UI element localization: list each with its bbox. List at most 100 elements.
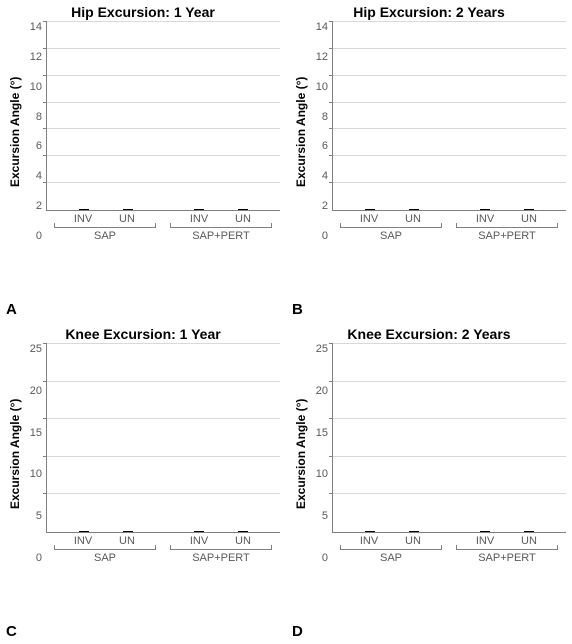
bar-label: INV <box>350 535 388 547</box>
chart-area: Excursion Angle (°) 2520151050 INVUNINVU… <box>6 344 280 564</box>
error-cap <box>123 531 133 532</box>
bar-label: UN <box>394 535 432 547</box>
error-cap <box>480 209 490 210</box>
bar-label: INV <box>180 535 218 547</box>
bar-label: INV <box>466 535 504 547</box>
supergroup-label: SAP <box>340 549 442 564</box>
bar-label: UN <box>224 535 262 547</box>
x-bar-labels: INVUNINVUN <box>46 211 280 225</box>
y-tick-label: 5 <box>322 511 328 522</box>
y-tick-label: 4 <box>322 171 328 182</box>
bars-container <box>47 22 280 210</box>
error-cap <box>79 531 89 532</box>
group-gap <box>444 547 454 564</box>
x-label-group: INV UN <box>454 213 560 225</box>
plot-wrap: INV UN INV UN SAPSAP+PERT <box>332 22 566 242</box>
y-tick-label: 0 <box>322 553 328 564</box>
bar-label: UN <box>510 535 548 547</box>
group-gap <box>158 213 168 225</box>
panel-D: Knee Excursion: 2 Years Excursion Angle … <box>286 322 572 644</box>
plot-wrap: INV UN INV UN SAPSAP+PERT <box>332 344 566 564</box>
bar-label: INV <box>350 213 388 225</box>
supergroup-label: SAP+PERT <box>170 549 272 564</box>
panel-A: Hip Excursion: 1 Year Excursion Angle (°… <box>0 0 286 322</box>
y-tick-label: 20 <box>316 386 328 397</box>
y-tick-label: 15 <box>30 428 42 439</box>
group-gap <box>158 535 168 547</box>
supergroup-label: SAP <box>54 549 156 564</box>
chart-area: Excursion Angle (°) 14121086420 INVUNINV… <box>6 22 280 242</box>
x-label-group: INV UN <box>338 535 444 547</box>
y-axis-ticks: 14121086420 <box>310 22 332 242</box>
error-cap <box>365 531 375 532</box>
y-tick-label: 14 <box>30 22 42 33</box>
error-cap <box>123 209 133 210</box>
y-axis-label: Excursion Angle (°) <box>292 22 310 242</box>
error-cap <box>480 531 490 532</box>
chart-area: Excursion Angle (°) 14121086420 INVUNINV… <box>292 22 566 242</box>
bars-container <box>333 22 566 210</box>
y-tick-label: 25 <box>30 344 42 355</box>
panel-letter: B <box>292 301 303 318</box>
bar-label: INV <box>466 213 504 225</box>
panel-title: Hip Excursion: 1 Year <box>6 4 280 20</box>
y-tick-label: 0 <box>36 553 42 564</box>
plot-region <box>332 344 566 533</box>
y-tick-label: 25 <box>316 344 328 355</box>
plot-wrap: INVUNINVUN SAPSAP+PERT <box>46 22 280 242</box>
x-supergroup-labels: SAPSAP+PERT <box>332 225 566 242</box>
plot-wrap: INV UN INV UN SAP SAP+PERT <box>46 344 280 564</box>
y-tick-label: 0 <box>322 231 328 242</box>
y-axis-label: Excursion Angle (°) <box>6 22 24 242</box>
error-cap <box>524 531 534 532</box>
plot-region <box>46 22 280 211</box>
bar-label: UN <box>108 535 146 547</box>
x-bar-labels: INV UN INV UN <box>332 211 566 225</box>
supergroup-label: SAP+PERT <box>456 227 558 242</box>
bar-label: INV <box>64 535 102 547</box>
y-tick-label: 10 <box>316 469 328 480</box>
group-gap <box>444 535 454 547</box>
panel-C: Knee Excursion: 1 Year Excursion Angle (… <box>0 322 286 644</box>
y-tick-label: 2 <box>36 201 42 212</box>
y-tick-label: 10 <box>316 82 328 93</box>
x-label-group: INVUN <box>52 213 158 225</box>
plot-region <box>46 344 280 533</box>
group-gap <box>158 225 168 242</box>
y-tick-label: 15 <box>316 428 328 439</box>
y-tick-label: 2 <box>322 201 328 212</box>
error-cap <box>194 531 204 532</box>
error-cap <box>409 209 419 210</box>
x-label-group: INV UN <box>168 213 274 225</box>
x-label-group: INV UN <box>338 213 444 225</box>
y-tick-label: 0 <box>36 231 42 242</box>
bar-label: UN <box>108 213 146 225</box>
group-gap <box>444 225 454 242</box>
x-label-group: INV UN <box>168 535 274 547</box>
plot-region <box>332 22 566 211</box>
group-gap <box>158 547 168 564</box>
y-tick-label: 14 <box>316 22 328 33</box>
x-bar-labels: INV UN INV UN <box>332 533 566 547</box>
chart-area: Excursion Angle (°) 2520151050 INVUNINVU… <box>292 344 566 564</box>
x-supergroup-labels: SAPSAP+PERT <box>332 547 566 564</box>
error-cap <box>365 209 375 210</box>
x-label-group: INV UN <box>52 535 158 547</box>
bar-label: INV <box>180 213 218 225</box>
error-cap <box>524 209 534 210</box>
y-tick-label: 6 <box>322 141 328 152</box>
figure-grid: Hip Excursion: 1 Year Excursion Angle (°… <box>0 0 572 644</box>
bar-label: UN <box>510 213 548 225</box>
bars-container <box>47 344 280 532</box>
bar-label: UN <box>394 213 432 225</box>
y-tick-label: 20 <box>30 386 42 397</box>
y-tick-label: 8 <box>36 112 42 123</box>
error-cap <box>238 209 248 210</box>
y-axis-ticks: 2520151050 <box>24 344 46 564</box>
bar-label: UN <box>224 213 262 225</box>
y-tick-label: 10 <box>30 469 42 480</box>
y-tick-label: 6 <box>36 141 42 152</box>
panel-B: Hip Excursion: 2 Years Excursion Angle (… <box>286 0 572 322</box>
group-gap <box>444 213 454 225</box>
error-cap <box>194 209 204 210</box>
